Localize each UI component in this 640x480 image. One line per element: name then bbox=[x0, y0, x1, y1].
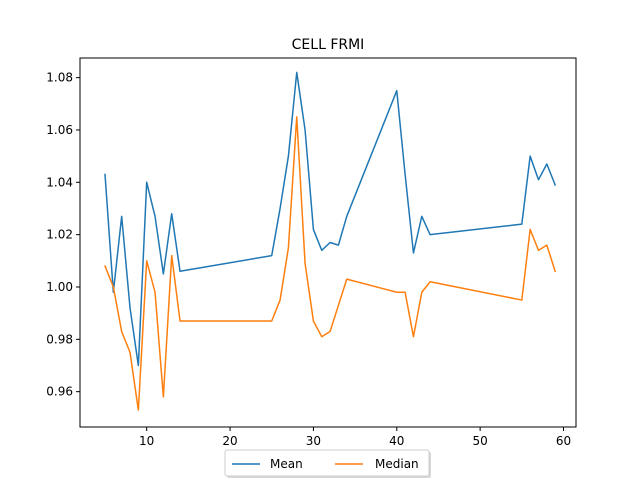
legend-label-median: Median bbox=[375, 457, 419, 471]
x-tick-label: 30 bbox=[306, 434, 321, 448]
chart-title: CELL FRMI bbox=[292, 37, 365, 53]
x-tick-label: 60 bbox=[556, 434, 571, 448]
y-tick-label: 1.08 bbox=[46, 71, 73, 85]
x-tick-label: 10 bbox=[139, 434, 154, 448]
y-axis: 0.96 0.98 1.00 1.02 1.04 1.06 1.08 bbox=[46, 71, 80, 399]
x-tick-label: 40 bbox=[389, 434, 404, 448]
series-line-mean bbox=[104, 71, 557, 367]
y-tick-label: 1.06 bbox=[46, 123, 73, 137]
y-tick-label: 1.00 bbox=[46, 280, 73, 294]
x-axis: 10 20 30 40 50 60 bbox=[139, 427, 571, 448]
y-tick-label: 0.96 bbox=[46, 385, 73, 399]
y-tick-label: 1.04 bbox=[46, 175, 73, 189]
legend: Mean Median bbox=[224, 449, 431, 478]
x-tick-label: 50 bbox=[472, 434, 487, 448]
axes-frame bbox=[79, 57, 577, 428]
y-tick-label: 0.98 bbox=[46, 332, 73, 346]
series-layer bbox=[104, 71, 557, 411]
y-tick-label: 1.02 bbox=[46, 228, 73, 242]
legend-label-mean: Mean bbox=[270, 457, 303, 471]
x-tick-label: 20 bbox=[222, 434, 237, 448]
legend-box bbox=[224, 449, 430, 477]
series-line-median bbox=[104, 116, 557, 411]
